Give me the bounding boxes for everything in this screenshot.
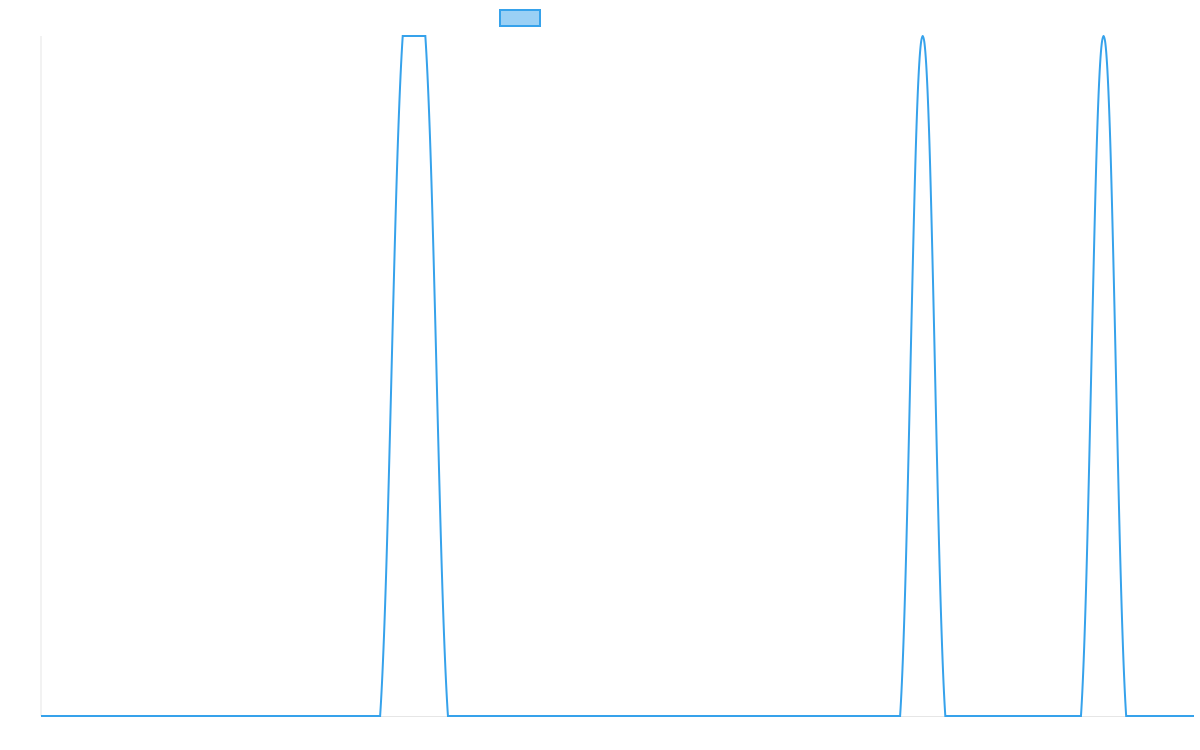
data-line [41,34,1194,717]
legend-swatch [499,9,541,27]
